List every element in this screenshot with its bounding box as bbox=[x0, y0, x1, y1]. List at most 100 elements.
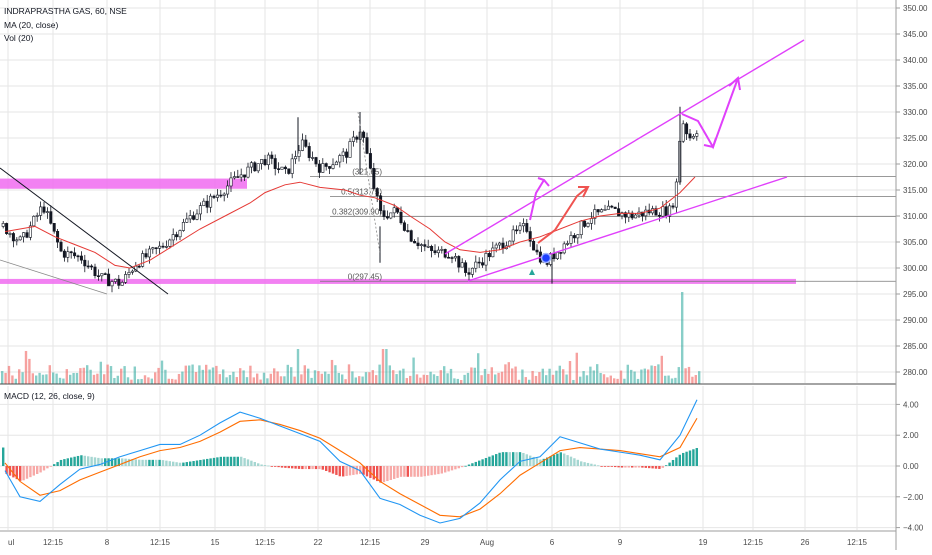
volume-bar bbox=[82, 367, 85, 384]
macd-histogram-bar bbox=[100, 458, 103, 466]
candle-body bbox=[406, 230, 410, 232]
time-tick-label: 8 bbox=[105, 538, 110, 547]
candle-body bbox=[606, 205, 610, 210]
price-tick-label: 335.00 bbox=[903, 82, 928, 91]
candle-body bbox=[331, 164, 335, 169]
volume-bar bbox=[242, 370, 245, 384]
volume-bar bbox=[412, 357, 415, 384]
candle-body bbox=[107, 273, 111, 287]
candle-body bbox=[600, 209, 604, 213]
volume-bar bbox=[79, 368, 82, 384]
macd-histogram-bar bbox=[410, 466, 413, 477]
macd-histogram-bar bbox=[117, 458, 120, 466]
macd-histogram-bar bbox=[263, 465, 267, 466]
candle-body bbox=[56, 230, 60, 243]
macd-histogram-bar bbox=[36, 466, 39, 475]
volume-bar bbox=[545, 375, 548, 384]
volume-bar bbox=[222, 369, 225, 384]
candle-body bbox=[158, 245, 162, 249]
volume-bar bbox=[528, 379, 531, 384]
macd-histogram-bar bbox=[376, 466, 379, 482]
candle-body bbox=[76, 255, 80, 258]
price-tick-label: 325.00 bbox=[903, 134, 928, 143]
candle-body bbox=[671, 205, 675, 208]
signal-marker bbox=[529, 269, 535, 275]
volume-bar bbox=[300, 374, 303, 384]
macd-histogram-bar bbox=[318, 466, 321, 470]
macd-histogram-bar bbox=[141, 459, 144, 466]
macd-histogram-bar bbox=[580, 461, 583, 466]
candle-body bbox=[137, 265, 141, 268]
volume-bar bbox=[687, 366, 691, 384]
volume-bar bbox=[582, 371, 585, 384]
candle-body bbox=[66, 251, 70, 258]
candles bbox=[1, 106, 699, 293]
macd-histogram-bar bbox=[474, 461, 477, 466]
macd-histogram-bar bbox=[365, 466, 369, 477]
macd-histogram-bar bbox=[175, 462, 178, 466]
volume-bar bbox=[650, 365, 653, 384]
candle-body bbox=[154, 247, 158, 249]
macd-histogram-bar bbox=[644, 466, 647, 468]
macd-tick-label: 4.00 bbox=[903, 400, 919, 409]
volume-bars bbox=[1, 292, 701, 384]
candle-body bbox=[338, 155, 342, 163]
candle-body bbox=[226, 185, 230, 195]
volume-bar bbox=[154, 372, 157, 384]
arrow-head bbox=[537, 177, 550, 187]
macd-histogram-bar bbox=[661, 466, 664, 468]
signal-line bbox=[4, 417, 698, 518]
volume-bar bbox=[402, 368, 405, 384]
volume-bar bbox=[446, 373, 449, 384]
volume-bar bbox=[24, 350, 28, 384]
candle-body bbox=[192, 215, 196, 220]
candle-body bbox=[477, 261, 481, 264]
macd-histogram-bar bbox=[413, 466, 416, 477]
volume-bar bbox=[630, 369, 633, 384]
volume-bar bbox=[517, 379, 521, 384]
macd-histogram-bar bbox=[314, 466, 318, 470]
macd-histogram-bar bbox=[87, 456, 90, 466]
volume-bar bbox=[358, 376, 361, 384]
macd-histogram-bar bbox=[46, 466, 49, 469]
candle-body bbox=[294, 156, 298, 160]
candle-body bbox=[171, 234, 175, 241]
macd-histogram-bar bbox=[399, 466, 403, 477]
volume-bar bbox=[497, 372, 500, 384]
volume-bar bbox=[579, 376, 582, 384]
candle-body bbox=[685, 123, 689, 135]
volume-bar bbox=[205, 364, 208, 384]
macd-histogram-bar bbox=[648, 466, 651, 469]
candle-body bbox=[368, 153, 372, 169]
macd-histogram-bar bbox=[246, 459, 250, 466]
candle-body bbox=[290, 158, 294, 174]
candle-body bbox=[324, 163, 328, 167]
volume-bar bbox=[140, 378, 143, 384]
macd-histogram-bar bbox=[620, 466, 624, 468]
volume-bar bbox=[31, 373, 34, 384]
volume-bar bbox=[640, 369, 643, 384]
volume-bar bbox=[551, 374, 555, 384]
macd-histogram-bar bbox=[566, 455, 569, 466]
volume-bar bbox=[177, 373, 181, 384]
macd-histogram-bar bbox=[284, 466, 287, 468]
volume-bar bbox=[99, 361, 102, 384]
macd-histogram-bar bbox=[29, 466, 32, 478]
volume-bar bbox=[266, 378, 269, 384]
candle-body bbox=[657, 214, 661, 217]
volume-bar bbox=[432, 374, 436, 384]
macd-histogram-bar bbox=[563, 453, 566, 466]
volume-bar bbox=[596, 364, 599, 384]
candle-body bbox=[576, 234, 580, 239]
volume-bar bbox=[385, 349, 388, 384]
volume-bar bbox=[327, 373, 330, 384]
candle-body bbox=[243, 174, 247, 178]
macd-histogram-bar bbox=[488, 456, 491, 466]
volume-bar bbox=[215, 365, 218, 384]
volume-bar bbox=[616, 378, 619, 384]
candle-body bbox=[583, 220, 587, 227]
candle-body bbox=[586, 223, 590, 227]
macd-histogram-bar bbox=[127, 458, 131, 466]
macd-histogram-bar bbox=[583, 462, 586, 466]
